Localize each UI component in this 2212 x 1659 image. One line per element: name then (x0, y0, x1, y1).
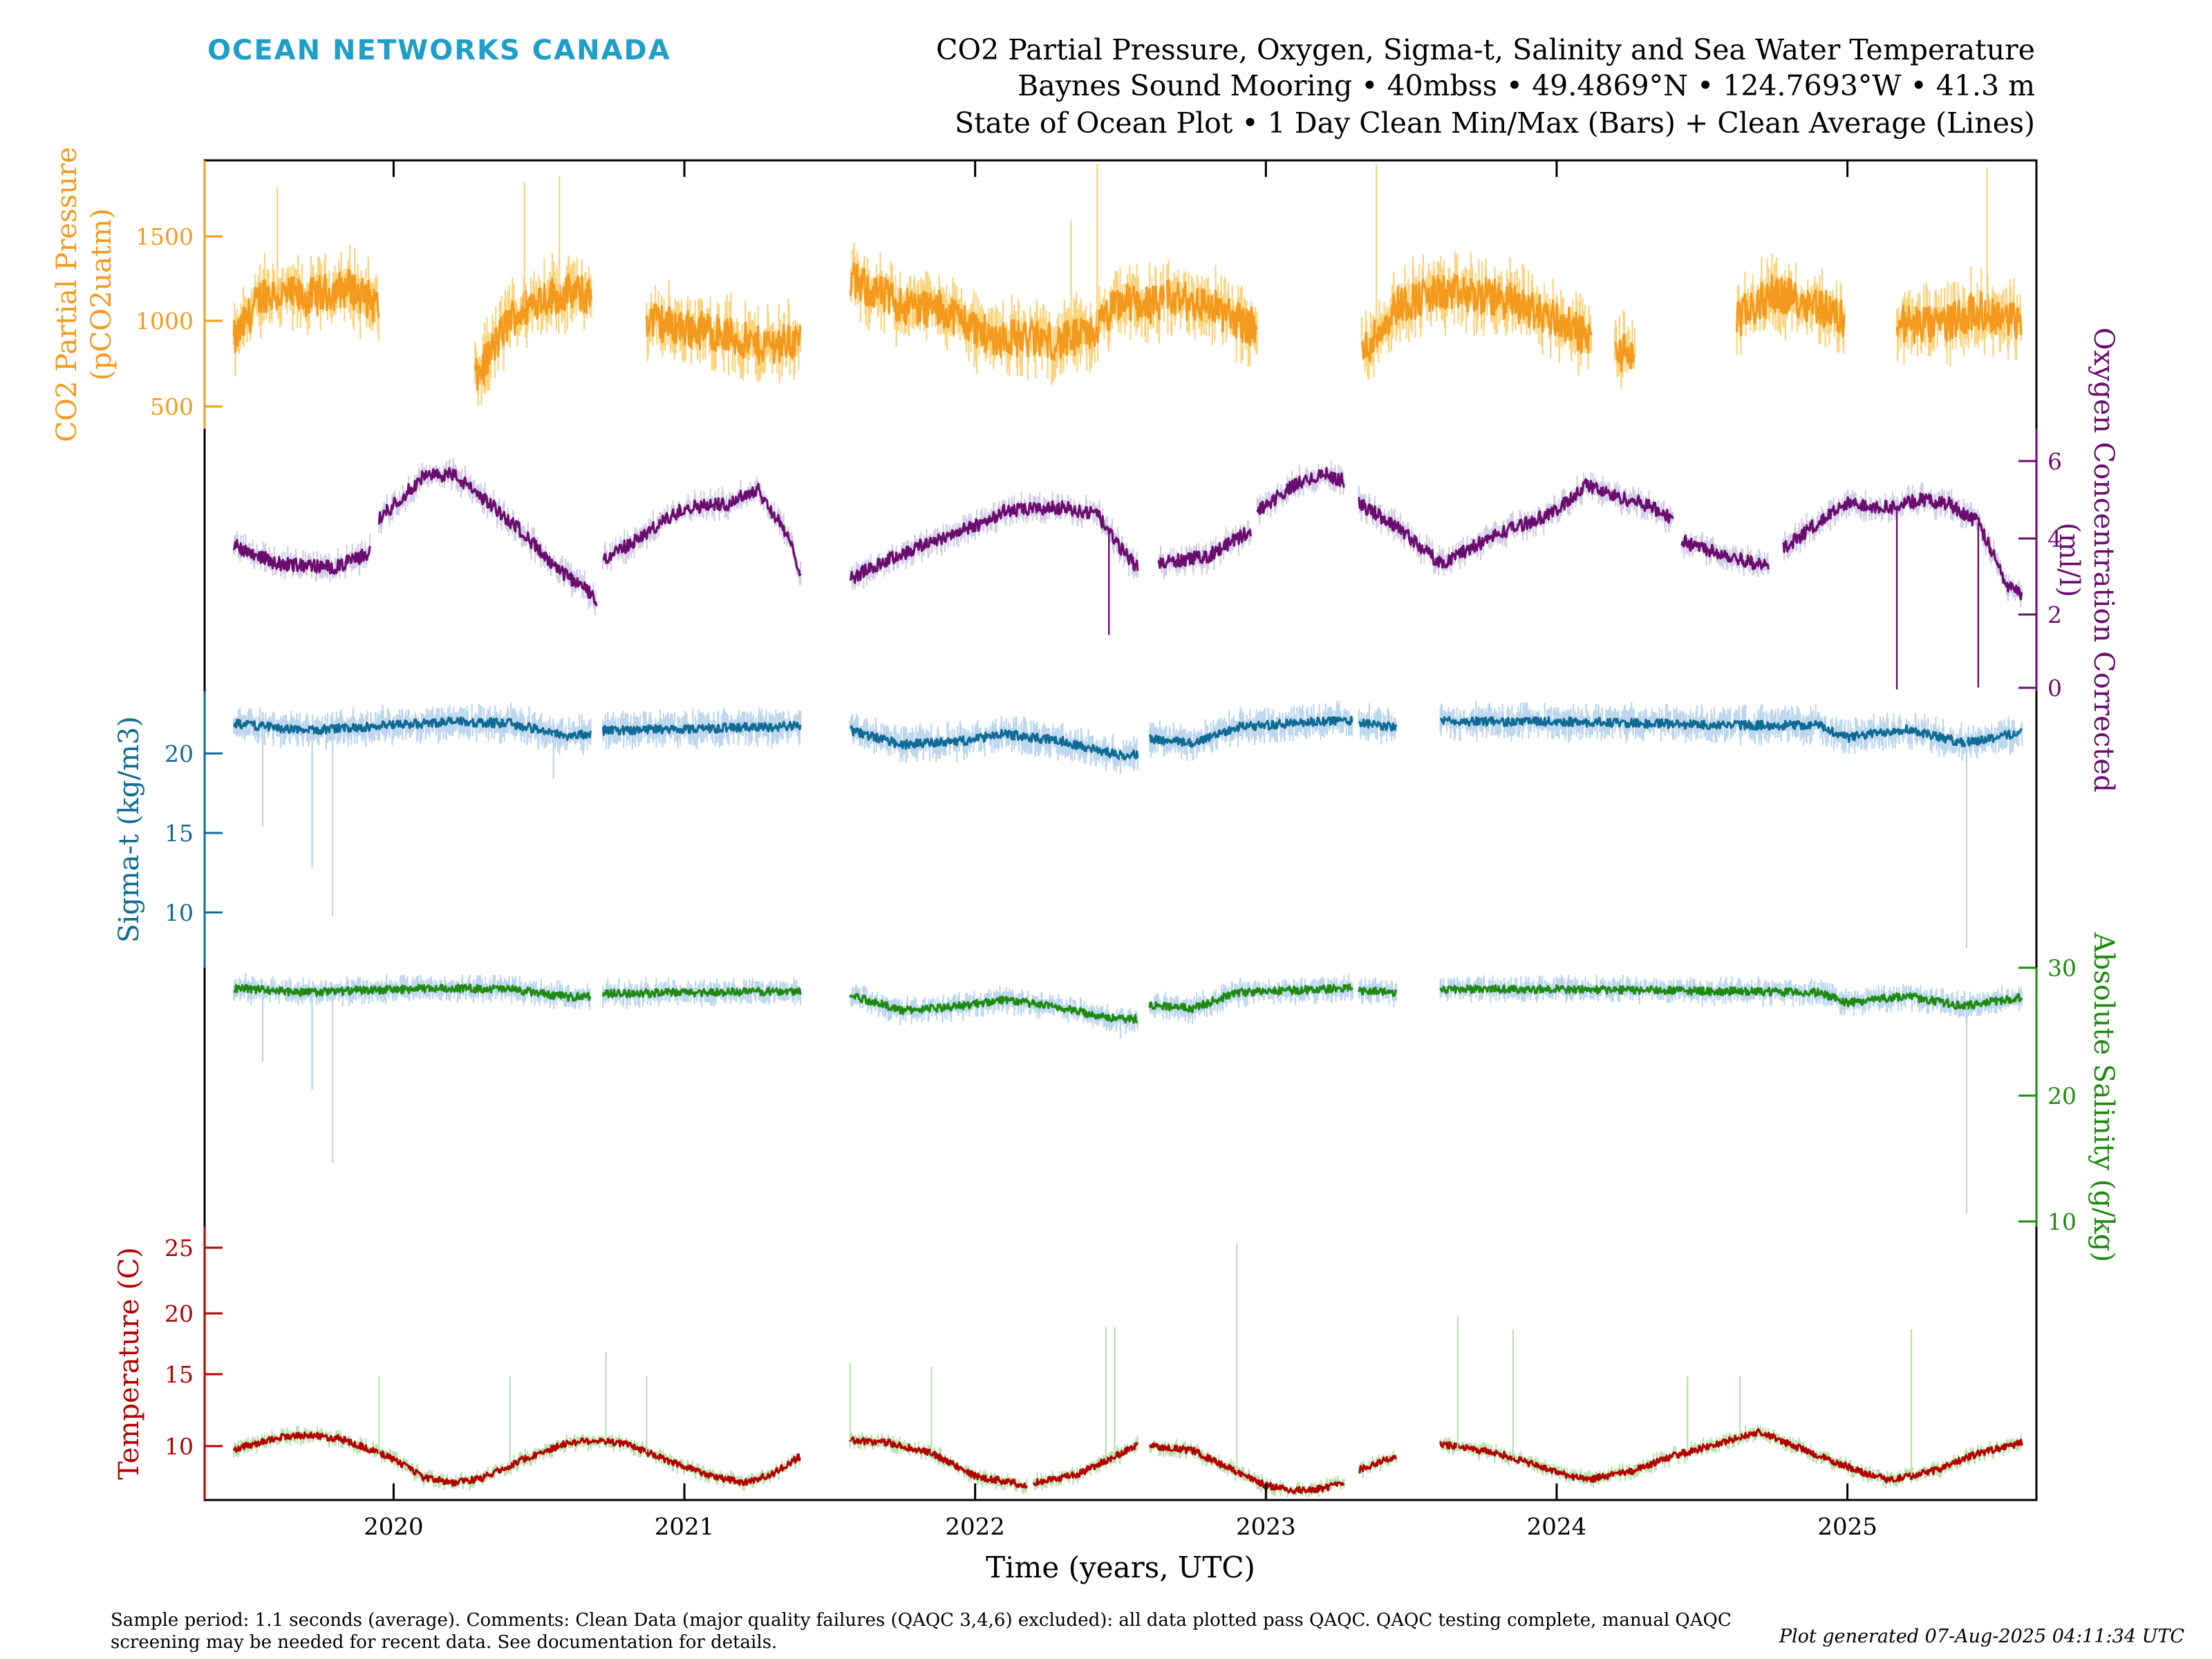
plot-description: State of Ocean Plot • 1 Day Clean Min/Ma… (955, 106, 2035, 140)
chart-subtitle: Baynes Sound Mooring • 40mbss • 49.4869°… (1018, 69, 2035, 102)
sigma-average-line (601, 720, 802, 736)
co2-tick-label: 500 (150, 393, 194, 420)
oxygen-average-line (232, 538, 371, 575)
co2-average-line (1736, 274, 1846, 338)
co2-y-label: CO2 Partial Pressure (51, 147, 83, 442)
oxygen-y-label-units: (ml/l) (2053, 523, 2085, 597)
oxygen-y-label: Oxygen Concentration Corrected (2088, 328, 2119, 793)
oxygen-minmax-bars (1256, 460, 1345, 525)
oxygen-average-line (1680, 534, 1770, 570)
co2-average-line (474, 273, 592, 391)
sigma-average-line (850, 725, 1139, 761)
oxygen-minmax-bars (849, 491, 1138, 590)
co2-average-line (645, 303, 802, 366)
co2-average-line (232, 268, 380, 353)
oxygen-minmax-bars (378, 458, 598, 615)
onc-logo: OCEAN NETWORKS CANADA (207, 35, 671, 66)
oxygen-minmax-bars (1358, 471, 1674, 576)
co2-minmax-bars (474, 253, 592, 406)
co2-y-label-units: (pCO2uatm) (86, 208, 118, 380)
oxygen-tick-label: 2 (2047, 601, 2062, 628)
oxygen-minmax-bars (1157, 520, 1252, 580)
oxygen-average-line (849, 500, 1139, 584)
oxygen-average-line (1782, 492, 2023, 601)
oxygen-average-line (1157, 527, 1252, 570)
oxygen-average-line (1358, 478, 1674, 569)
oxygen-average-line (1256, 467, 1345, 515)
co2-average-line (1165, 279, 1258, 346)
oxygen-tick-label: 0 (2047, 675, 2062, 702)
oxygen-average-line (602, 482, 802, 577)
oxygen-minmax-bars (602, 476, 802, 585)
co2-average-line (1360, 274, 1593, 363)
co2-tick-label: 1000 (135, 308, 194, 335)
oxygen-average-line (377, 467, 598, 606)
chart-title: CO2 Partial Pressure, Oxygen, Sigma-t, S… (936, 33, 2035, 66)
panel-oxygen: 0 2 4 6 Oxygen Concentration Corrected(ml/l) (232, 328, 2119, 793)
sigma-average-line (232, 716, 592, 741)
panel-co2: 500 1000 1500 CO2 Partial Pressure (pCO2uatm… (51, 147, 2023, 442)
sigma-minmax-bars (1148, 700, 1354, 761)
panels-group: 500 1000 1500 CO2 Partial Pressure (pCO2uatm… (51, 147, 2119, 1500)
co2-average-line (1895, 291, 2023, 344)
co2-tick-label: 1500 (135, 223, 194, 250)
co2-average-line (849, 262, 1165, 362)
co2-average-line (1613, 333, 1636, 373)
oxygen-tick-label: 4 (2047, 525, 2062, 552)
oxygen-tick-label: 6 (2047, 448, 2062, 475)
